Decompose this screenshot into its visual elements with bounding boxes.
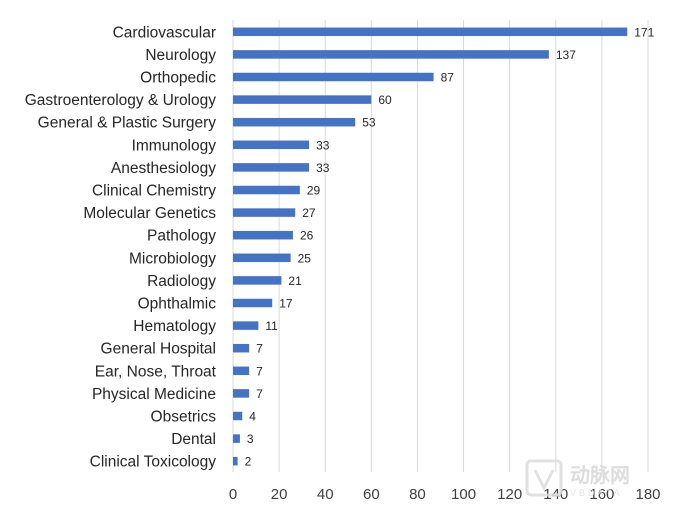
- category-labels: Cardiovascular Neurology Orthopedic Gastroe…: [25, 24, 217, 470]
- value-label: 87: [441, 71, 455, 85]
- watermark-v-icon: [533, 469, 555, 492]
- category-label: Clinical Chemistry: [92, 183, 216, 200]
- category-label: Pathology: [147, 228, 216, 245]
- category-label: Clinical Toxicology: [90, 454, 217, 471]
- bar: [233, 298, 273, 308]
- value-label: 137: [556, 48, 576, 62]
- bar: [233, 163, 310, 172]
- category-label: Gastroenterology & Urology: [25, 92, 217, 109]
- x-tick-labels: 0 20 40 60 80 100 120 140 160 180: [229, 486, 661, 503]
- x-tick-label: 60: [363, 486, 380, 503]
- category-label: Cardiovascular: [113, 24, 216, 41]
- value-label: 11: [265, 319, 278, 333]
- bar: [233, 230, 293, 240]
- category-label: Obsetrics: [151, 409, 217, 426]
- bar: [233, 72, 434, 82]
- category-label: Ear, Nose, Throat: [95, 363, 217, 380]
- value-label: 60: [378, 93, 392, 107]
- value-label: 27: [302, 206, 316, 220]
- value-label: 25: [298, 251, 312, 265]
- bar: [233, 456, 238, 466]
- value-label: 53: [362, 116, 376, 130]
- x-tick-label: 120: [497, 486, 522, 503]
- value-label: 171: [634, 25, 654, 39]
- x-tick-label: 80: [409, 486, 426, 503]
- value-label: 2: [245, 455, 252, 469]
- value-label: 7: [256, 342, 263, 356]
- x-tick-label: 20: [271, 486, 288, 503]
- bar: [233, 389, 250, 398]
- category-label: General & Plastic Surgery: [38, 115, 217, 132]
- watermark-text: 动脉网: [570, 463, 630, 487]
- category-label: Anesthesiology: [111, 160, 216, 177]
- category-label: Hematology: [133, 318, 216, 335]
- x-tick-label: 180: [635, 486, 660, 503]
- x-tick-label: 0: [229, 486, 237, 503]
- bar: [233, 411, 243, 421]
- bar: [233, 140, 310, 150]
- bar: [233, 321, 259, 330]
- category-label: Radiology: [147, 273, 216, 290]
- category-label: Neurology: [145, 47, 216, 64]
- value-label: 7: [256, 364, 263, 378]
- bar: [233, 434, 240, 443]
- value-label: 21: [288, 274, 302, 288]
- value-label: 3: [247, 432, 254, 446]
- value-label: 26: [300, 229, 314, 243]
- bar: [233, 208, 296, 217]
- value-label: 17: [279, 297, 293, 311]
- category-label: Immunology: [132, 137, 217, 154]
- bar: [233, 27, 628, 37]
- watermark-logo: 动脉网 VBDATA: [525, 459, 630, 498]
- bar: [233, 185, 300, 195]
- category-label: Microbiology: [129, 250, 216, 267]
- bar: [233, 95, 372, 104]
- bars-group: [233, 27, 628, 466]
- value-label: 29: [307, 184, 321, 198]
- category-label: Ophthalmic: [138, 296, 217, 313]
- x-tick-label: 160: [589, 486, 614, 503]
- grid-lines: [232, 20, 649, 472]
- value-label: 33: [316, 138, 330, 152]
- category-label: Physical Medicine: [92, 386, 216, 403]
- category-label: Orthopedic: [140, 70, 216, 87]
- category-label: General Hospital: [101, 341, 216, 358]
- bar: [233, 343, 250, 353]
- bar: [233, 117, 356, 127]
- category-label: Dental: [171, 431, 216, 448]
- bar: [233, 50, 549, 59]
- watermark-subtext: VBDATA: [570, 488, 623, 498]
- value-label: 4: [249, 410, 256, 424]
- bar: [233, 276, 282, 285]
- value-label: 7: [256, 387, 263, 401]
- bar: [233, 253, 291, 263]
- category-label: Molecular Genetics: [83, 205, 216, 222]
- x-tick-label: 40: [317, 486, 334, 503]
- x-tick-label: 100: [451, 486, 476, 503]
- bar: [233, 366, 250, 376]
- value-label: 33: [316, 161, 330, 175]
- watermark-icon: [525, 459, 563, 497]
